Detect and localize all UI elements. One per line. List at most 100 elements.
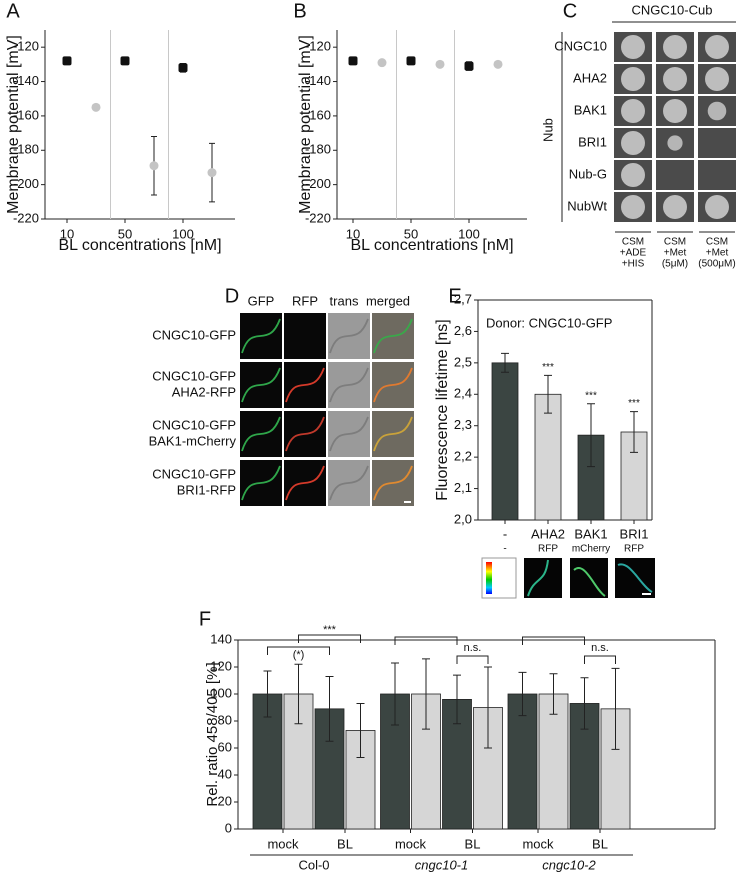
x-tick-label: BAK1 [574,526,607,541]
point [91,102,101,112]
panel-letter: C [563,0,577,22]
cell-outline [241,318,281,354]
column-label: CSM [622,237,644,248]
error-bar [587,403,595,468]
cell-outline [285,465,325,501]
y-tick-label: 20 [218,793,232,808]
y-tick-label: 2,2 [454,449,472,464]
point [464,61,474,71]
row-label: Nub-G [569,166,607,181]
point [377,58,387,68]
column-header: RFP [292,293,318,308]
lifetime-image [570,558,608,598]
x-tick-label: mock [395,836,427,851]
bracket [298,634,361,643]
point [406,56,416,66]
x-tick-label: 100 [458,226,480,241]
row-label: NubWt [567,198,607,213]
error-bar [501,352,509,373]
bar [491,362,519,521]
row-label: BRI1 [578,134,607,149]
cell-outline [329,318,369,354]
annotation: *** [323,624,337,636]
group-label: cngc10-1 [415,857,468,872]
x-tick-label: 10 [60,226,74,241]
x-tick-label: - [503,526,507,541]
row-label: BAK1 [574,102,607,117]
color-scale [486,562,492,594]
x-tick-label: BL [592,836,608,851]
row-label: CNGC10-GFP [152,466,236,481]
y-axis-title: Membrane potential [mV] [297,35,314,214]
bracket [522,636,585,645]
y-tick-label: 2,0 [454,511,472,526]
point [149,161,159,171]
significance: *** [628,398,640,409]
y-tick-label: -220 [13,210,39,225]
error-bar [422,658,430,730]
yeast-spot [621,163,645,187]
bracket [394,636,458,645]
y-tick-label: -160 [305,107,331,122]
point [435,59,445,69]
y-tick-label: 2,7 [454,291,472,306]
x-tick-label: 50 [404,226,418,241]
y-tick-label: 40 [218,766,232,781]
y-tick-label: -120 [305,39,331,54]
y-axis-title: Fluorescence lifetime [ns] [434,319,451,500]
y-tick-label: -160 [13,107,39,122]
yeast-spot [707,101,727,121]
y-tick-label: 2,1 [454,480,472,495]
x-tick-label: 50 [118,226,132,241]
column-header: GFP [248,293,275,308]
x-tick-label: mock [522,836,554,851]
row-label: BRI1-RFP [177,482,236,497]
significance: *** [542,362,554,373]
y-tick-label: -140 [305,73,331,88]
row-label: BAK1-mCherry [149,433,237,448]
yeast-spot [621,35,645,59]
bracket [267,646,330,655]
y-tick-label: 0 [225,820,232,835]
y-tick-label: 2,5 [454,354,472,369]
panel-letter: E [448,285,461,307]
bar [534,393,562,521]
panel-letter: D [225,285,239,307]
column-header: merged [366,293,410,308]
error-bar [294,663,303,725]
yeast-spot [705,35,729,59]
cell-outline [285,367,325,403]
annotation: n.s. [591,642,609,654]
cell-outline [241,465,281,501]
bar [538,693,569,830]
y-tick-label: 2,4 [454,386,472,401]
point [120,56,130,66]
error-bar [544,374,552,414]
yeast-spot [621,67,645,91]
x-tick-label: AHA2 [531,526,565,541]
column-label: +HIS [622,259,645,270]
column-label: +ADE [620,248,647,259]
panel-letter: A [6,0,20,22]
error-bar [580,677,589,730]
error-bar [356,702,365,758]
point [348,56,358,66]
y-tick-label: 120 [210,658,232,673]
cell-outline [373,416,413,452]
y-axis-title: Membrane potential [mV] [5,35,22,214]
error-bar [325,675,334,742]
point [493,59,503,69]
cell-outline [241,367,281,403]
cell-outline [617,563,653,593]
error-bar [518,671,527,717]
cell-outline [527,559,549,597]
yeast-spot [621,131,645,155]
y-tick-label: -200 [13,176,39,191]
yeast-spot [667,135,683,151]
x-tick-label: BL [337,836,353,851]
error-bar [549,673,558,715]
cell-outline [373,367,413,403]
annotation: Donor: CNGC10-GFP [486,315,612,330]
error-bar [484,666,492,749]
